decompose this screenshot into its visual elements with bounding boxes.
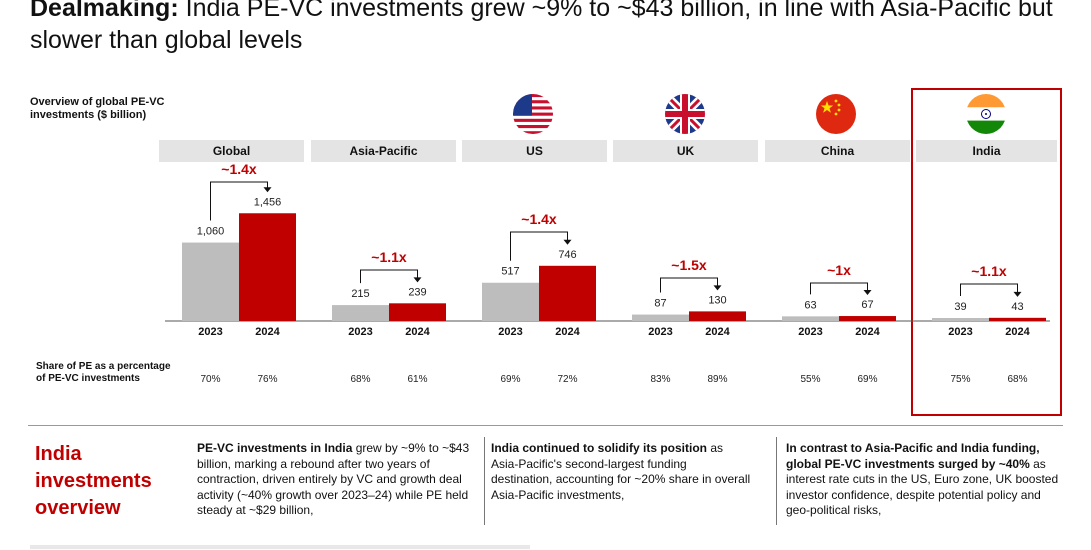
value-label-us-2023: 517	[501, 266, 519, 278]
overview-text-1: PE-VC investments in India grew by ~9% t…	[197, 441, 475, 519]
growth-label-asia-pacific: ~1.1x	[371, 249, 407, 265]
india-flag-icon	[966, 94, 1006, 134]
growth-arrowhead-china	[863, 290, 872, 296]
growth-bracket-asia-pacific	[360, 269, 418, 284]
bar-china-2024	[839, 316, 896, 321]
growth-label-uk: ~1.5x	[671, 257, 707, 273]
growth-arrowhead-asia-pacific	[413, 277, 422, 283]
year-label-us-2024: 2024	[555, 326, 580, 338]
bar-global-2023	[182, 242, 239, 321]
growth-bracket-uk	[660, 277, 718, 293]
value-label-asia-pacific-2024: 239	[408, 286, 426, 298]
page-title: Dealmaking: India PE-VC investments grew…	[30, 0, 1070, 56]
year-label-global-2023: 2023	[198, 326, 222, 338]
value-label-global-2024: 1,456	[254, 196, 282, 208]
text-separator-1	[484, 437, 485, 525]
share-value-global-2023: 70%	[200, 374, 221, 385]
title-bold: Dealmaking:	[30, 0, 179, 22]
share-value-asia-pacific-2023: 68%	[350, 374, 371, 385]
growth-label-india: ~1.1x	[971, 263, 1007, 279]
growth-label-china: ~1x	[827, 262, 851, 278]
bar-us-2023	[482, 282, 539, 321]
overview-text-2-bold: India continued to solidify its position	[491, 441, 707, 455]
year-label-us-2023: 2023	[498, 326, 522, 338]
chart-subtitle: Overview of global PE-VC investments ($ …	[30, 96, 165, 121]
bar-asia-pacific-2024	[389, 303, 446, 321]
growth-label-global: ~1.4x	[221, 161, 257, 177]
value-label-us-2024: 746	[558, 249, 576, 261]
share-row-label: Share of PE as a percentage of PE-VC inv…	[36, 361, 171, 384]
china-flag-icon	[816, 94, 856, 134]
growth-arrowhead-global	[263, 187, 272, 193]
share-value-china-2024: 69%	[857, 374, 878, 385]
growth-arrowhead-india	[1013, 291, 1022, 297]
year-label-india-2023: 2023	[948, 326, 972, 338]
growth-bracket-global	[210, 181, 268, 221]
overview-title: India investments overview	[35, 443, 152, 519]
year-label-india-2024: 2024	[1005, 326, 1030, 338]
overview-text-3-bold: In contrast to Asia-Pacific and India fu…	[786, 441, 1040, 471]
col-header-asia-pacific: Asia-Pacific	[311, 140, 456, 162]
growth-arrowhead-us	[563, 239, 572, 245]
overview-text-1-rest: grew by ~9% to ~$43 billion, marking a r…	[197, 441, 470, 517]
share-value-us-2024: 72%	[557, 374, 578, 385]
text-separator-2	[776, 437, 777, 525]
col-header-global: Global	[159, 140, 304, 162]
bar-asia-pacific-2023	[332, 305, 389, 321]
us-flag-icon	[513, 94, 553, 134]
overview-text-1-bold: PE-VC investments in India	[197, 441, 353, 455]
overview-text-3: In contrast to Asia-Pacific and India fu…	[786, 441, 1066, 519]
value-label-china-2023: 63	[804, 299, 816, 311]
growth-bracket-china	[810, 282, 868, 295]
value-label-india-2023: 39	[954, 301, 966, 313]
bar-uk-2024	[689, 311, 746, 321]
share-value-global-2024: 76%	[257, 374, 278, 385]
year-label-asia-pacific-2023: 2023	[348, 326, 372, 338]
footnote-strip	[30, 545, 530, 549]
india-highlight-box	[911, 88, 1062, 416]
bar-global-2024	[239, 213, 296, 321]
bar-uk-2023	[632, 314, 689, 321]
value-label-china-2024: 67	[861, 299, 873, 311]
year-label-uk-2024: 2024	[705, 326, 730, 338]
growth-label-us: ~1.4x	[521, 211, 557, 227]
value-label-global-2023: 1,060	[197, 226, 225, 238]
share-value-india-2024: 68%	[1007, 374, 1028, 385]
growth-bracket-us	[510, 231, 568, 261]
share-value-uk-2023: 83%	[650, 374, 671, 385]
share-value-us-2023: 69%	[500, 374, 521, 385]
share-value-uk-2024: 89%	[707, 374, 728, 385]
bar-us-2024	[539, 265, 596, 321]
bar-india-2023	[932, 318, 989, 321]
share-value-india-2023: 75%	[950, 374, 971, 385]
share-value-asia-pacific-2024: 61%	[407, 374, 428, 385]
growth-arrowhead-uk	[713, 285, 722, 291]
section-divider	[28, 425, 1063, 426]
col-header-india: India	[916, 140, 1057, 162]
overview-text-3-rest: as interest rate cuts in the US, Euro zo…	[786, 456, 1059, 518]
value-label-uk-2024: 130	[708, 294, 726, 306]
value-label-asia-pacific-2023: 215	[351, 288, 369, 300]
col-header-us: US	[462, 140, 607, 162]
year-label-uk-2023: 2023	[648, 326, 672, 338]
col-header-uk: UK	[613, 140, 758, 162]
year-label-asia-pacific-2024: 2024	[405, 326, 430, 338]
bar-chart: 1,060 1,456 2023 2024 ~1.4x 215 239 2023 2024 ~1.…	[165, 161, 1050, 338]
value-label-uk-2023: 87	[654, 298, 666, 310]
overview-text-2: India continued to solidify its position…	[491, 441, 751, 503]
year-label-china-2024: 2024	[855, 326, 880, 338]
title-rest: India PE-VC investments grew ~9% to ~$43…	[30, 0, 1053, 54]
share-value-china-2023: 55%	[800, 374, 821, 385]
year-label-china-2023: 2023	[798, 326, 822, 338]
uk-flag-icon	[665, 94, 705, 134]
year-label-global-2024: 2024	[255, 326, 280, 338]
overview-text-2-rest: as Asia-Pacific's second-largest funding…	[491, 441, 751, 502]
bar-india-2024	[989, 317, 1046, 321]
value-label-india-2024: 43	[1011, 301, 1023, 313]
growth-bracket-india	[960, 283, 1018, 296]
col-header-china: China	[765, 140, 910, 162]
bar-china-2023	[782, 316, 839, 321]
